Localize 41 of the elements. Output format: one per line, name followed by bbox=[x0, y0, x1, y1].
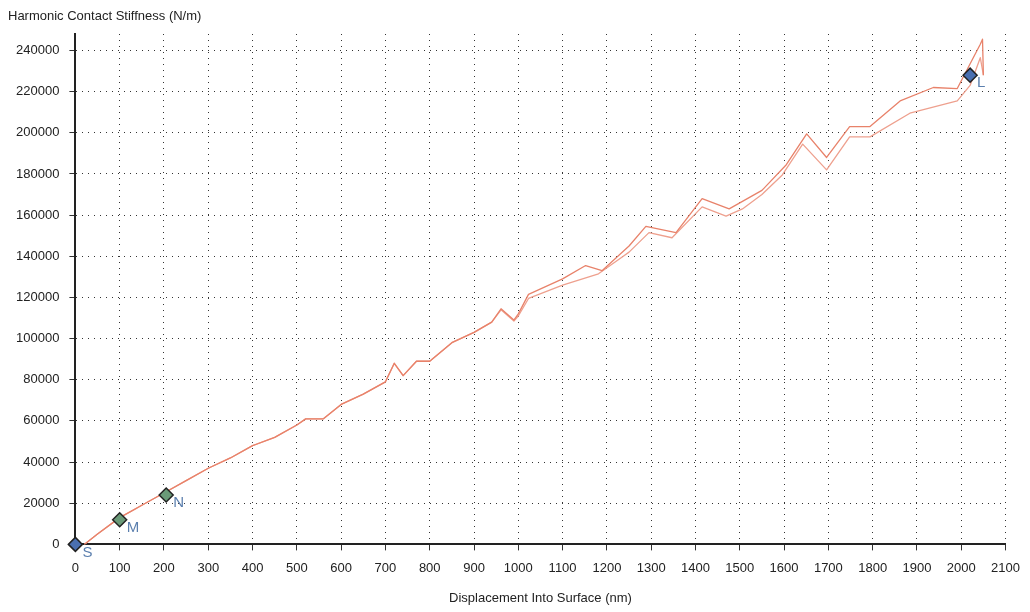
x-tick-label: 1100 bbox=[548, 559, 577, 575]
y-tick-label: 0 bbox=[52, 535, 60, 551]
annotation: S bbox=[82, 542, 93, 560]
x-tick-label: 1600 bbox=[769, 559, 799, 575]
y-tick-label: 60000 bbox=[23, 412, 60, 428]
x-tick-label: 1300 bbox=[636, 559, 666, 575]
x-tick-label: 1000 bbox=[503, 559, 533, 575]
x-tick-label: 2100 bbox=[991, 559, 1020, 575]
annotation: L bbox=[977, 73, 986, 91]
annotation: N bbox=[173, 493, 185, 511]
x-tick-label: 1400 bbox=[681, 559, 710, 575]
y-tick-label: 120000 bbox=[15, 289, 60, 305]
y-tick-label: 100000 bbox=[15, 330, 60, 346]
annotation: M bbox=[126, 517, 140, 535]
x-tick-label: 1700 bbox=[813, 559, 843, 575]
x-tick-label: 600 bbox=[330, 559, 352, 575]
x-tick-label: 1500 bbox=[725, 559, 755, 575]
x-tick-label: 1200 bbox=[592, 559, 622, 575]
y-tick-label: 220000 bbox=[15, 83, 60, 99]
y-tick-label: 40000 bbox=[23, 453, 60, 469]
y-tick-label: 240000 bbox=[15, 42, 60, 58]
y-tick-label: 80000 bbox=[23, 371, 60, 387]
x-tick-label: 400 bbox=[241, 559, 264, 575]
x-tick-label: 200 bbox=[153, 559, 175, 575]
x-tick-label: 800 bbox=[418, 559, 441, 575]
x-tick-label: 500 bbox=[286, 559, 308, 575]
x-tick-label: 900 bbox=[463, 559, 485, 575]
y-tick-label: 20000 bbox=[23, 494, 60, 510]
x-tick-label: 100 bbox=[108, 559, 131, 575]
y-tick-label: 180000 bbox=[15, 165, 60, 181]
y-axis-title: Harmonic Contact Stiffness (N/m) bbox=[8, 8, 202, 23]
x-tick-label: 1800 bbox=[858, 559, 888, 575]
x-tick-label: 700 bbox=[374, 559, 397, 575]
y-tick-label: 200000 bbox=[15, 124, 60, 140]
y-tick-label: 160000 bbox=[15, 206, 60, 222]
y-tick-label: 140000 bbox=[15, 247, 60, 263]
x-tick-label: 2000 bbox=[946, 559, 976, 575]
x-tick-label: 300 bbox=[197, 559, 220, 575]
x-axis-title: Displacement Into Surface (nm) bbox=[449, 590, 632, 605]
x-tick-label: 1900 bbox=[902, 559, 932, 575]
x-tick-label: 0 bbox=[71, 559, 79, 575]
